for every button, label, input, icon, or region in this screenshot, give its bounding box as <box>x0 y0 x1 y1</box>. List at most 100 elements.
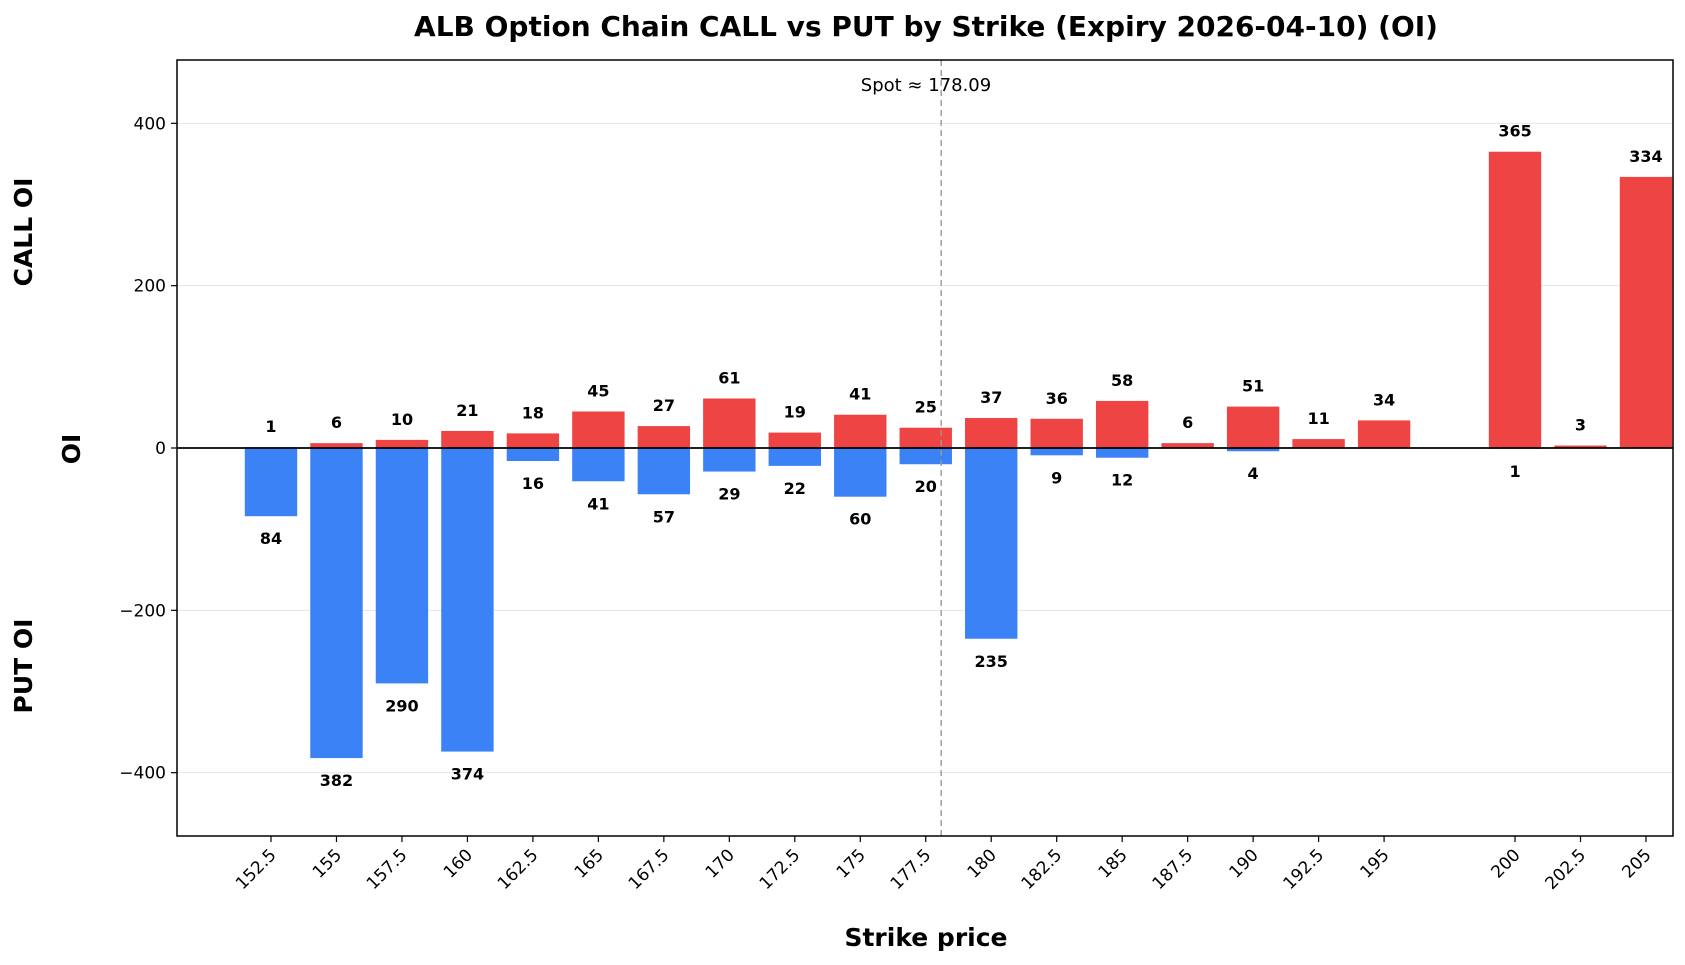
call-value-label: 58 <box>1111 371 1133 390</box>
put-bar <box>637 448 691 495</box>
put-value-label: 84 <box>260 529 282 548</box>
call-value-label: 6 <box>331 413 342 432</box>
x-tick-label: 177.5 <box>887 845 936 894</box>
spot-annotation: Spot ≈ 178.09 <box>861 75 991 96</box>
call-value-label: 34 <box>1373 390 1395 409</box>
x-tick-label: 155 <box>309 845 346 882</box>
x-tick-label: 165 <box>571 845 608 882</box>
call-bar <box>1357 420 1411 448</box>
put-bar <box>572 448 625 482</box>
x-tick-label: 152.5 <box>232 845 281 894</box>
call-bar <box>1554 445 1607 448</box>
x-tick-label: 192.5 <box>1280 845 1329 894</box>
call-bar <box>637 426 691 448</box>
put-value-label: 235 <box>975 652 1008 671</box>
x-tick-label: 200 <box>1487 845 1524 882</box>
put-value-label: 41 <box>587 494 609 513</box>
call-value-label: 51 <box>1242 377 1264 396</box>
put-value-label: 12 <box>1111 471 1133 490</box>
call-value-label: 45 <box>587 381 609 400</box>
y-tick-label: 0 <box>155 439 166 459</box>
put-value-label: 57 <box>653 507 675 526</box>
put-bar <box>506 448 560 461</box>
x-tick-label: 190 <box>1226 845 1263 882</box>
y-tick-label: 400 <box>134 114 166 134</box>
x-tick-label: 175 <box>833 845 870 882</box>
call-bar <box>1095 400 1149 448</box>
put-value-label: 29 <box>718 485 740 504</box>
put-bar <box>310 448 363 759</box>
put-bar <box>965 448 1018 639</box>
x-tick-label: 202.5 <box>1541 845 1590 894</box>
call-bar <box>965 417 1018 448</box>
put-oi-label: PUT OI <box>9 619 38 714</box>
call-bar <box>834 414 887 448</box>
put-value-label: 9 <box>1051 468 1062 487</box>
call-oi-label: CALL OI <box>9 178 38 287</box>
x-tick-label: 185 <box>1095 845 1132 882</box>
chart-title: ALB Option Chain CALL vs PUT by Strike (… <box>414 10 1438 43</box>
call-value-label: 3 <box>1575 416 1586 435</box>
call-bar <box>506 433 560 448</box>
call-bar <box>572 411 625 448</box>
y-tick-label: −200 <box>119 601 166 621</box>
put-bar <box>375 448 429 684</box>
put-value-label: 1 <box>1509 462 1520 481</box>
call-value-label: 36 <box>1046 389 1068 408</box>
y-tick-label: −400 <box>119 764 166 784</box>
put-bar <box>899 448 952 465</box>
x-tick-label: 180 <box>964 845 1001 882</box>
put-bar <box>1226 448 1280 452</box>
put-bar <box>1095 448 1149 458</box>
call-bar <box>899 427 952 448</box>
call-bar <box>1292 439 1345 448</box>
put-bar <box>703 448 756 472</box>
call-bar <box>441 430 494 448</box>
put-bar <box>1030 448 1083 456</box>
call-bar <box>1161 443 1214 448</box>
call-value-label: 11 <box>1307 409 1329 428</box>
put-value-label: 16 <box>522 474 544 493</box>
call-value-label: 18 <box>522 403 544 422</box>
put-bar <box>768 448 821 466</box>
call-value-label: 365 <box>1498 122 1531 141</box>
call-value-label: 27 <box>653 396 675 415</box>
x-tick-label: 187.5 <box>1149 845 1198 894</box>
x-tick-label: 172.5 <box>756 845 805 894</box>
put-value-label: 374 <box>451 765 484 784</box>
call-value-label: 1 <box>265 417 276 436</box>
y-tick-label: 200 <box>134 277 166 297</box>
put-value-label: 60 <box>849 510 871 529</box>
call-value-label: 6 <box>1182 413 1193 432</box>
call-bar <box>310 443 363 448</box>
call-value-label: 19 <box>784 403 806 422</box>
x-tick-label: 195 <box>1357 845 1394 882</box>
x-tick-label: 205 <box>1618 845 1655 882</box>
call-value-label: 21 <box>456 401 478 420</box>
call-bar <box>703 398 756 448</box>
call-bar <box>1030 418 1083 448</box>
x-tick-label: 160 <box>440 845 477 882</box>
call-bar <box>375 439 429 448</box>
call-bar <box>768 432 821 448</box>
put-bar <box>441 448 494 752</box>
call-bar <box>1619 176 1673 448</box>
x-tick-label: 157.5 <box>363 845 412 894</box>
plot-frame <box>176 59 1674 837</box>
call-value-label: 334 <box>1629 147 1662 166</box>
put-value-label: 22 <box>784 479 806 498</box>
call-value-label: 41 <box>849 385 871 404</box>
call-bar <box>1488 151 1542 448</box>
x-tick-label: 162.5 <box>494 845 543 894</box>
x-tick-label: 182.5 <box>1018 845 1067 894</box>
call-value-label: 25 <box>915 398 937 417</box>
call-bar <box>1226 406 1280 448</box>
y-axis-label: OI <box>57 434 86 465</box>
x-tick-label: 170 <box>702 845 739 882</box>
put-value-label: 4 <box>1248 464 1259 483</box>
call-value-label: 10 <box>391 410 413 429</box>
call-value-label: 61 <box>718 368 740 387</box>
x-axis-label: Strike price <box>844 923 1007 952</box>
